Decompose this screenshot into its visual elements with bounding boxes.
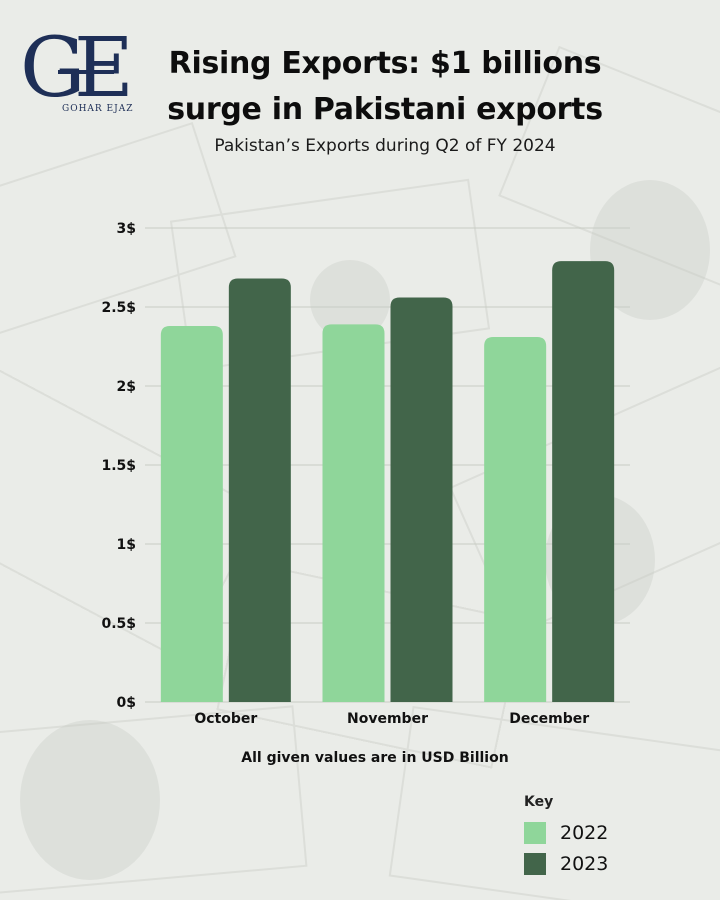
chart-title-line-1: Rising Exports: $1 billions [168, 46, 602, 81]
svg-text:G: G [20, 21, 86, 116]
chart-subtitle: Pakistan’s Exports during Q2 of FY 2024 [214, 136, 556, 156]
chart-title-line-2: surge in Pakistani exports [167, 92, 603, 127]
bar-october-2022 [160, 325, 223, 702]
y-tick-label: 0$ [117, 695, 136, 711]
ge-monogram-icon: G E [20, 21, 134, 116]
logo-name: GOHAR EJAZ [62, 104, 134, 114]
y-tick-label: 2.5$ [101, 300, 136, 316]
y-tick-label: 1.5$ [101, 458, 136, 474]
grid-lines [145, 227, 630, 703]
bar-october-2023 [228, 278, 291, 702]
legend-item-2022: 2022 [524, 822, 608, 844]
legend-title: Key [524, 794, 554, 810]
legend-label-2023: 2023 [560, 853, 609, 875]
y-tick-label: 1$ [117, 537, 136, 553]
x-tick-label-december: December [509, 711, 589, 727]
y-tick-label: 0.5$ [101, 616, 136, 632]
y-tick-label: 2$ [117, 379, 136, 395]
bars [160, 261, 615, 702]
y-axis: 0$ 0.5$ 1$ 1.5$ 2$ 2.5$ 3$ [101, 221, 136, 711]
bar-november-2023 [390, 297, 453, 702]
legend-label-2022: 2022 [560, 822, 609, 844]
brand-logo: G E GOHAR EJAZ [18, 18, 148, 118]
legend-swatch-2023 [524, 853, 546, 875]
bar-november-2022 [322, 324, 385, 702]
units-note: All given values are in USD Billion [241, 750, 509, 766]
bar-december-2022 [484, 337, 547, 702]
svg-text:E: E [74, 21, 134, 116]
x-tick-label-october: October [194, 711, 257, 727]
legend-item-2023: 2023 [524, 853, 608, 875]
x-tick-label-november: November [347, 711, 428, 727]
y-tick-label: 3$ [117, 221, 136, 237]
x-axis: October November December [194, 711, 589, 727]
bar-december-2023 [552, 261, 615, 702]
legend-swatch-2022 [524, 822, 546, 844]
